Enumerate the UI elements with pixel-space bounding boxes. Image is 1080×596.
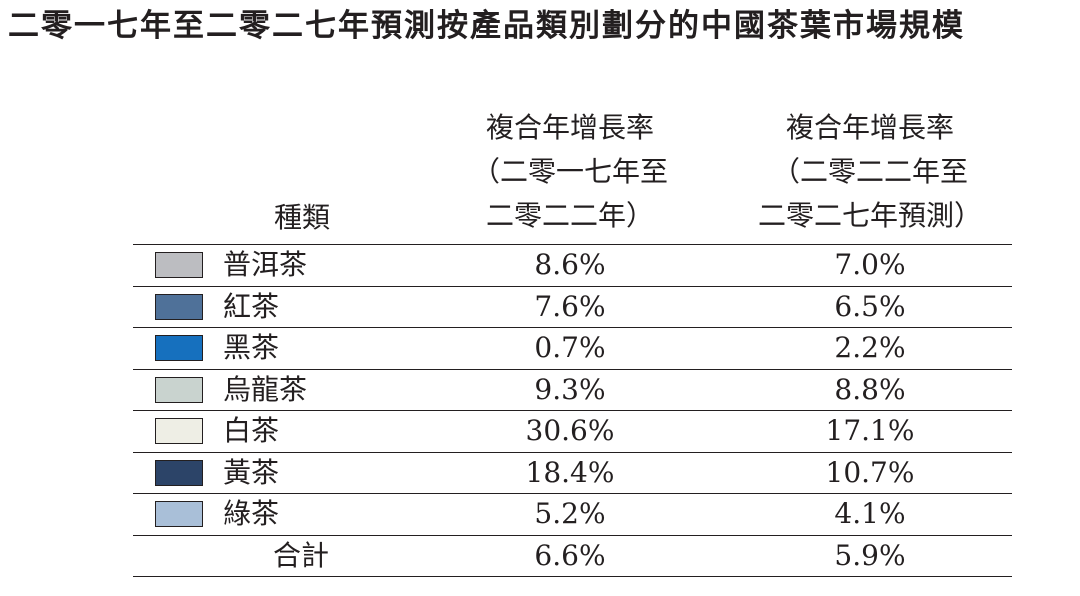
- cagr-2022-2027-value: 4.1%: [834, 497, 906, 530]
- legend-swatch: [155, 252, 203, 278]
- category-label: 白茶: [223, 414, 280, 447]
- table-bottom-rule: [133, 576, 1012, 577]
- page-title: 二零一七年至二零二七年預測按產品類別劃分的中國茶葉市場規模: [8, 8, 965, 44]
- header-col1-line-3: 二零二二年）: [485, 199, 654, 232]
- cagr-2017-2022-value: 30.6%: [525, 414, 615, 447]
- header-cagr-2022-2027: 複合年增長率 （二零二二年至 二零二七年預測）: [740, 106, 1000, 238]
- cagr-2022-2027-value: 2.2%: [834, 331, 906, 364]
- table-row: 綠茶 5.2% 4.1%: [133, 493, 1012, 534]
- table-header-rule: [133, 244, 1012, 245]
- header-category: 種類: [232, 196, 372, 240]
- legend-swatch: [155, 376, 203, 403]
- legend-swatch: [155, 418, 203, 444]
- table-row: 烏龍茶 9.3% 8.8%: [133, 369, 1012, 410]
- table-row: 黃茶 18.4% 10.7%: [133, 452, 1012, 493]
- legend-swatch: [155, 501, 203, 527]
- category-label: 黃茶: [223, 455, 280, 489]
- header-col2-line-3: 二零二七年預測）: [757, 199, 982, 232]
- row-divider: [133, 410, 1012, 411]
- cagr-2022-2027-value: 10.7%: [825, 455, 915, 489]
- header-cagr-2017-2022: 複合年增長率 （二零一七年至 二零二二年）: [440, 106, 700, 238]
- cagr-2017-2022-value: 8.6%: [534, 248, 606, 281]
- cagr-2022-2027-value: 7.0%: [834, 248, 906, 281]
- row-divider: [133, 368, 1012, 370]
- category-label: 普洱茶: [223, 248, 308, 281]
- total-cagr-2017-2022-value: 6.6%: [534, 538, 606, 572]
- category-label: 黑茶: [223, 331, 280, 364]
- total-row: 合計 6.6% 5.9%: [133, 535, 1012, 576]
- row-divider: [133, 451, 1012, 453]
- table-row: 黑茶 0.7% 2.2%: [133, 327, 1012, 368]
- cagr-2022-2027-value: 6.5%: [834, 289, 906, 323]
- header-col2-line-2: （二零二二年至: [771, 155, 968, 188]
- category-label: 綠茶: [223, 497, 280, 530]
- category-label: 紅茶: [223, 289, 280, 323]
- table-row: 普洱茶 8.6% 7.0%: [133, 244, 1012, 285]
- cagr-2017-2022-value: 18.4%: [525, 455, 615, 489]
- category-label: 烏龍茶: [223, 372, 308, 406]
- header-col1-line-1: 複合年增長率: [485, 111, 654, 144]
- row-divider: [133, 285, 1012, 287]
- legend-swatch: [155, 293, 203, 320]
- table-row: 紅茶 7.6% 6.5%: [133, 286, 1012, 327]
- legend-swatch: [155, 335, 203, 361]
- cagr-2017-2022-value: 5.2%: [534, 497, 606, 530]
- legend-swatch: [155, 459, 203, 486]
- cagr-2022-2027-value: 17.1%: [825, 414, 915, 447]
- cagr-2017-2022-value: 9.3%: [534, 372, 606, 406]
- cagr-2022-2027-value: 8.8%: [834, 372, 906, 406]
- table-row: 白茶 30.6% 17.1%: [133, 410, 1012, 451]
- cagr-2017-2022-value: 7.6%: [534, 289, 606, 323]
- total-label: 合計: [273, 538, 330, 572]
- header-category-label: 種類: [273, 201, 330, 234]
- total-cagr-2022-2027-value: 5.9%: [834, 538, 906, 572]
- row-divider: [133, 327, 1012, 328]
- row-divider: [133, 493, 1012, 494]
- row-divider: [133, 534, 1012, 536]
- cagr-2017-2022-value: 0.7%: [534, 331, 606, 364]
- header-col2-line-1: 複合年增長率: [785, 111, 954, 144]
- header-col1-line-2: （二零一七年至: [471, 155, 668, 188]
